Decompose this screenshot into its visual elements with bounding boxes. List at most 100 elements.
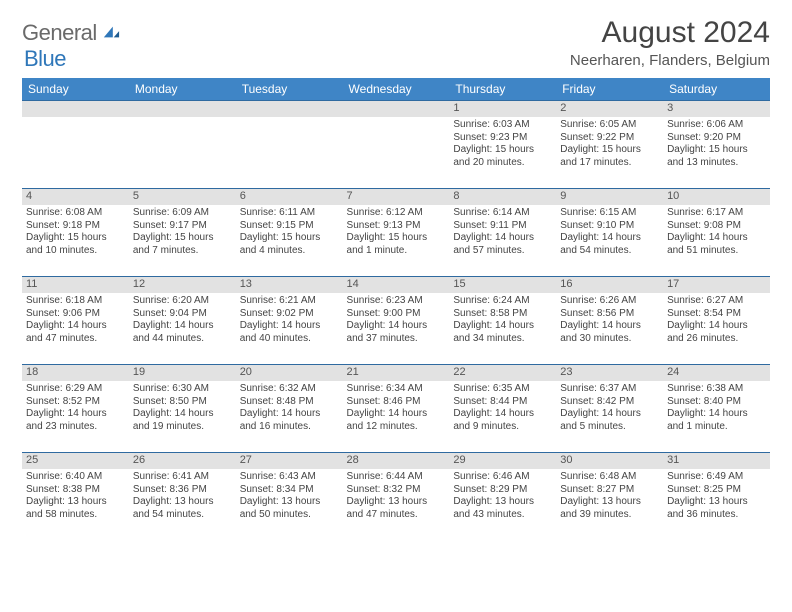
daylight-text: Daylight: 14 hours and 19 minutes. (133, 408, 232, 433)
daylight-text: Daylight: 14 hours and 47 minutes. (26, 320, 125, 345)
daylight-text: Daylight: 14 hours and 12 minutes. (347, 408, 446, 433)
sunset-text: Sunset: 8:50 PM (133, 396, 232, 409)
sunrise-text: Sunrise: 6:34 AM (347, 383, 446, 396)
calendar-week-row: 1Sunrise: 6:03 AMSunset: 9:23 PMDaylight… (22, 101, 770, 189)
sunrise-text: Sunrise: 6:14 AM (453, 207, 552, 220)
calendar-cell: 6Sunrise: 6:11 AMSunset: 9:15 PMDaylight… (236, 189, 343, 277)
logo: General Blue (22, 20, 120, 72)
daylight-text: Daylight: 15 hours and 4 minutes. (240, 232, 339, 257)
calendar-cell: 21Sunrise: 6:34 AMSunset: 8:46 PMDayligh… (343, 365, 450, 453)
daylight-text: Daylight: 14 hours and 44 minutes. (133, 320, 232, 345)
calendar-cell: 3Sunrise: 6:06 AMSunset: 9:20 PMDaylight… (663, 101, 770, 189)
sunrise-text: Sunrise: 6:30 AM (133, 383, 232, 396)
calendar-cell: 24Sunrise: 6:38 AMSunset: 8:40 PMDayligh… (663, 365, 770, 453)
day-number: 16 (556, 277, 663, 293)
daylight-text: Daylight: 14 hours and 34 minutes. (453, 320, 552, 345)
day-number: 15 (449, 277, 556, 293)
sunrise-text: Sunrise: 6:11 AM (240, 207, 339, 220)
logo-text: General Blue (22, 20, 120, 72)
sunrise-text: Sunrise: 6:18 AM (26, 295, 125, 308)
sunset-text: Sunset: 9:06 PM (26, 308, 125, 321)
daylight-text: Daylight: 14 hours and 57 minutes. (453, 232, 552, 257)
day-number: 10 (663, 189, 770, 205)
sunset-text: Sunset: 9:02 PM (240, 308, 339, 321)
sunrise-text: Sunrise: 6:43 AM (240, 471, 339, 484)
sunrise-text: Sunrise: 6:49 AM (667, 471, 766, 484)
sunrise-text: Sunrise: 6:21 AM (240, 295, 339, 308)
daylight-text: Daylight: 13 hours and 39 minutes. (560, 496, 659, 521)
calendar-cell: 20Sunrise: 6:32 AMSunset: 8:48 PMDayligh… (236, 365, 343, 453)
sunset-text: Sunset: 8:52 PM (26, 396, 125, 409)
sunrise-text: Sunrise: 6:35 AM (453, 383, 552, 396)
daylight-text: Daylight: 14 hours and 37 minutes. (347, 320, 446, 345)
title-block: August 2024 Neerharen, Flanders, Belgium (570, 16, 770, 69)
day-number: 12 (129, 277, 236, 293)
daylight-text: Daylight: 15 hours and 7 minutes. (133, 232, 232, 257)
daylight-text: Daylight: 15 hours and 17 minutes. (560, 144, 659, 169)
sunset-text: Sunset: 8:56 PM (560, 308, 659, 321)
day-header: Thursday (449, 78, 556, 101)
sunset-text: Sunset: 8:46 PM (347, 396, 446, 409)
sunrise-text: Sunrise: 6:15 AM (560, 207, 659, 220)
sunset-text: Sunset: 9:11 PM (453, 220, 552, 233)
sunrise-text: Sunrise: 6:06 AM (667, 119, 766, 132)
daylight-text: Daylight: 14 hours and 54 minutes. (560, 232, 659, 257)
calendar-week-row: 4Sunrise: 6:08 AMSunset: 9:18 PMDaylight… (22, 189, 770, 277)
daylight-text: Daylight: 15 hours and 20 minutes. (453, 144, 552, 169)
calendar-cell: 30Sunrise: 6:48 AMSunset: 8:27 PMDayligh… (556, 453, 663, 541)
calendar-cell (129, 101, 236, 189)
sunrise-text: Sunrise: 6:27 AM (667, 295, 766, 308)
logo-word-blue: Blue (24, 46, 66, 71)
day-number: 22 (449, 365, 556, 381)
day-number: 29 (449, 453, 556, 469)
sunset-text: Sunset: 9:20 PM (667, 132, 766, 145)
day-header: Friday (556, 78, 663, 101)
calendar-cell: 19 Sunrise: 6:30 AMSunset: 8:50 PMDayligh… (129, 365, 236, 453)
sunset-text: Sunset: 8:54 PM (667, 308, 766, 321)
calendar-cell: 15Sunrise: 6:24 AMSunset: 8:58 PMDayligh… (449, 277, 556, 365)
day-number: 28 (343, 453, 450, 469)
sunrise-text: Sunrise: 6:41 AM (133, 471, 232, 484)
calendar-week-row: 18Sunrise: 6:29 AMSunset: 8:52 PMDayligh… (22, 365, 770, 453)
day-number: 6 (236, 189, 343, 205)
calendar-cell: 22 Sunrise: 6:35 AMSunset: 8:44 PMDayligh… (449, 365, 556, 453)
day-number: 26 (129, 453, 236, 469)
daylight-text: Daylight: 14 hours and 26 minutes. (667, 320, 766, 345)
calendar-page: General Blue August 2024 Neerharen, Flan… (0, 0, 792, 551)
day-number: 24 (663, 365, 770, 381)
day-number: 5 (129, 189, 236, 205)
day-header: Sunday (22, 78, 129, 101)
sunset-text: Sunset: 9:08 PM (667, 220, 766, 233)
day-number: 20 (236, 365, 343, 381)
sunset-text: Sunset: 8:32 PM (347, 484, 446, 497)
sunset-text: Sunset: 9:22 PM (560, 132, 659, 145)
day-number: 19 (129, 365, 236, 381)
day-number (343, 101, 450, 117)
calendar-cell: 1Sunrise: 6:03 AMSunset: 9:23 PMDaylight… (449, 101, 556, 189)
daylight-text: Daylight: 15 hours and 1 minute. (347, 232, 446, 257)
sunset-text: Sunset: 8:44 PM (453, 396, 552, 409)
sunrise-text: Sunrise: 6:26 AM (560, 295, 659, 308)
sunset-text: Sunset: 8:38 PM (26, 484, 125, 497)
calendar-cell: 13Sunrise: 6:21 AMSunset: 9:02 PMDayligh… (236, 277, 343, 365)
sunrise-text: Sunrise: 6:38 AM (667, 383, 766, 396)
daylight-text: Daylight: 13 hours and 54 minutes. (133, 496, 232, 521)
sunset-text: Sunset: 8:48 PM (240, 396, 339, 409)
calendar-cell: 10Sunrise: 6:17 AMSunset: 9:08 PMDayligh… (663, 189, 770, 277)
day-number: 17 (663, 277, 770, 293)
calendar-cell: 29Sunrise: 6:46 AMSunset: 8:29 PMDayligh… (449, 453, 556, 541)
sunrise-text: Sunrise: 6:40 AM (26, 471, 125, 484)
sunset-text: Sunset: 9:10 PM (560, 220, 659, 233)
calendar-cell: 27Sunrise: 6:43 AMSunset: 8:34 PMDayligh… (236, 453, 343, 541)
calendar-cell (343, 101, 450, 189)
sunrise-text: Sunrise: 6:32 AM (240, 383, 339, 396)
calendar-cell: 8Sunrise: 6:14 AMSunset: 9:11 PMDaylight… (449, 189, 556, 277)
location-label: Neerharen, Flanders, Belgium (570, 52, 770, 69)
sunset-text: Sunset: 9:18 PM (26, 220, 125, 233)
sunrise-text: Sunrise: 6:24 AM (453, 295, 552, 308)
day-number (236, 101, 343, 117)
daylight-text: Daylight: 14 hours and 23 minutes. (26, 408, 125, 433)
day-number: 4 (22, 189, 129, 205)
sunrise-text: Sunrise: 6:48 AM (560, 471, 659, 484)
daylight-text: Daylight: 14 hours and 9 minutes. (453, 408, 552, 433)
